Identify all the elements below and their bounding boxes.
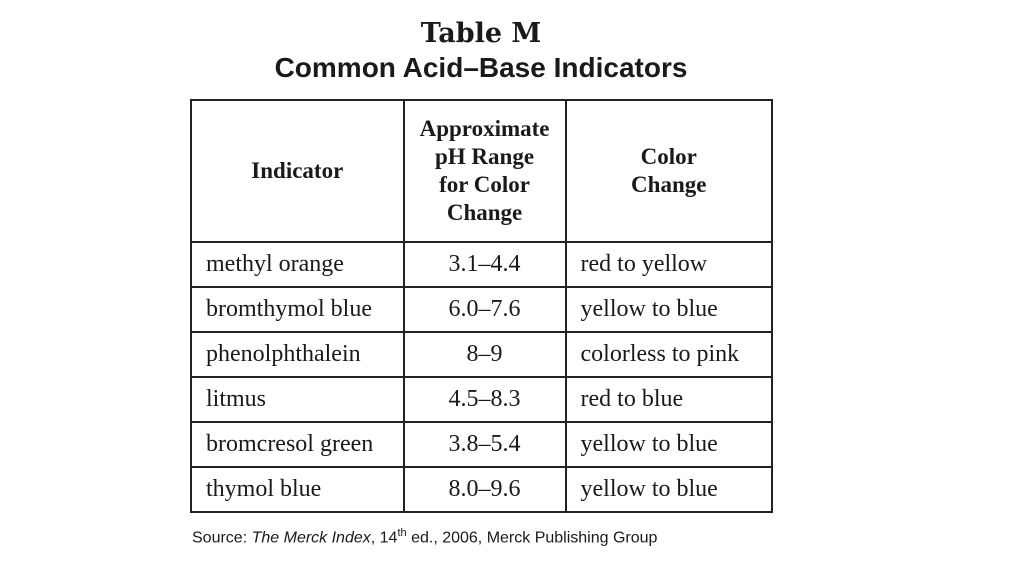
source-note: Source: The Merck Index, 14th ed., 2006,… <box>192 527 657 547</box>
table-cell: red to blue <box>564 376 773 423</box>
table-cell: bromcresol green <box>190 421 405 468</box>
header-row: Indicator Approximate pH Range for Color Cha… <box>190 99 773 243</box>
table-cell: litmus <box>190 376 405 423</box>
table-title: Table M <box>420 18 542 49</box>
table-cell: phenolphthalein <box>190 331 405 378</box>
column-header: Indicator <box>190 99 405 243</box>
table-row: thymol blue 8.0–9.6 yellow to blue <box>190 466 773 513</box>
table-row: methyl orange 3.1–4.4 red to yellow <box>190 241 773 288</box>
table-cell: thymol blue <box>190 466 405 513</box>
table-row: phenolphthalein 8–9 colorless to pink <box>190 331 773 378</box>
table-cell: 3.8–5.4 <box>402 421 567 468</box>
table-row: litmus 4.5–8.3 red to blue <box>190 376 773 423</box>
table-cell: 6.0–7.6 <box>402 286 567 333</box>
table-cell: bromthymol blue <box>190 286 405 333</box>
header-line: for Color <box>439 172 530 197</box>
table-cell: red to yellow <box>564 241 773 288</box>
table-cell: 4.5–8.3 <box>402 376 567 423</box>
table-subtitle: Common Acid–Base Indicators <box>274 52 688 83</box>
header-line: pH Range <box>435 144 535 169</box>
source-work: The Merck Index <box>251 529 371 547</box>
source-edition-suffix: th <box>397 527 407 539</box>
table-cell: 8.0–9.6 <box>402 466 567 513</box>
header-line: Change <box>631 172 707 197</box>
source-prefix: Source: <box>192 529 252 547</box>
table-row: bromcresol green 3.8–5.4 yellow to blue <box>190 421 773 468</box>
table-cell: yellow to blue <box>564 421 773 468</box>
header-line: Color <box>640 144 697 169</box>
table-cell: yellow to blue <box>564 466 773 513</box>
table-cell: methyl orange <box>190 241 405 288</box>
column-header: Approximate pH Range for Color Change <box>402 99 567 243</box>
header-line: Approximate <box>419 116 550 141</box>
table-cell: colorless to pink <box>564 331 773 378</box>
indicator-table: Indicator Approximate pH Range for Color Cha… <box>190 99 773 513</box>
source-edition: , 14 <box>370 529 398 547</box>
table-cell: 3.1–4.4 <box>402 241 567 288</box>
header-line: Indicator <box>251 158 344 183</box>
header-line: Change <box>446 200 523 225</box>
table-cell: 8–9 <box>402 331 567 378</box>
table-cell: yellow to blue <box>564 286 773 333</box>
table-body: methyl orange 3.1–4.4 red to yellow bromthy… <box>190 241 773 513</box>
table-row: bromthymol blue 6.0–7.6 yellow to blue <box>190 286 773 333</box>
column-header: Color Change <box>564 99 773 243</box>
source-details: ed., 2006, Merck Publishing Group <box>406 529 658 547</box>
